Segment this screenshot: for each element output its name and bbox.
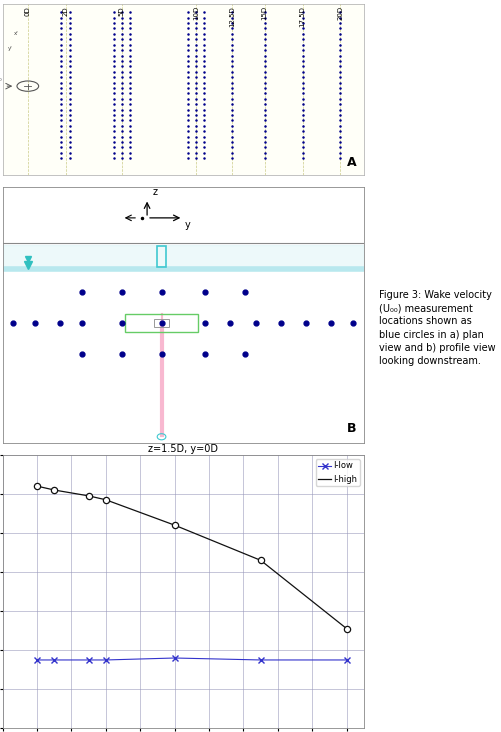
Text: 2D: 2D	[63, 7, 69, 16]
Text: 5D: 5D	[119, 7, 125, 16]
I-high	[85, 491, 91, 500]
I-high	[343, 624, 349, 633]
Text: 12.5D: 12.5D	[228, 7, 234, 27]
Text: z: z	[152, 187, 157, 197]
Text: 0D: 0D	[25, 7, 31, 16]
Text: x': x'	[14, 31, 18, 36]
I-low	[34, 656, 40, 665]
I-high	[34, 482, 40, 490]
I-low	[103, 656, 109, 665]
Title: z=1.5D, y=0D: z=1.5D, y=0D	[148, 444, 218, 454]
I-high	[171, 520, 177, 529]
Legend: I-low, I-high: I-low, I-high	[315, 459, 359, 486]
I-low	[85, 656, 91, 665]
Line: I-high: I-high	[37, 486, 346, 629]
Bar	[154, 319, 168, 326]
I-high	[51, 485, 57, 494]
Text: Figure 3: Wake velocity
(U₀₀) measurement
locations shown as
blue circles in a) : Figure 3: Wake velocity (U₀₀) measuremen…	[378, 290, 494, 366]
Text: 20D: 20D	[337, 7, 343, 20]
I-low	[257, 656, 263, 665]
I-high	[103, 496, 109, 504]
Text: y: y	[185, 220, 190, 231]
I-low	[171, 654, 177, 662]
Text: A: A	[346, 156, 356, 168]
Bar	[125, 314, 197, 332]
Bar	[3, 244, 363, 269]
Text: 17.5D: 17.5D	[299, 7, 305, 27]
Line: I-low: I-low	[34, 655, 349, 662]
Text: B: B	[347, 422, 356, 436]
I-low	[343, 656, 349, 665]
Text: 10D: 10D	[192, 7, 198, 20]
Text: $U_0$: $U_0$	[0, 75, 3, 84]
I-high	[257, 556, 263, 564]
Bar	[157, 246, 166, 266]
Text: 15D: 15D	[261, 7, 267, 20]
I-low	[51, 656, 57, 665]
Text: y': y'	[8, 46, 13, 51]
